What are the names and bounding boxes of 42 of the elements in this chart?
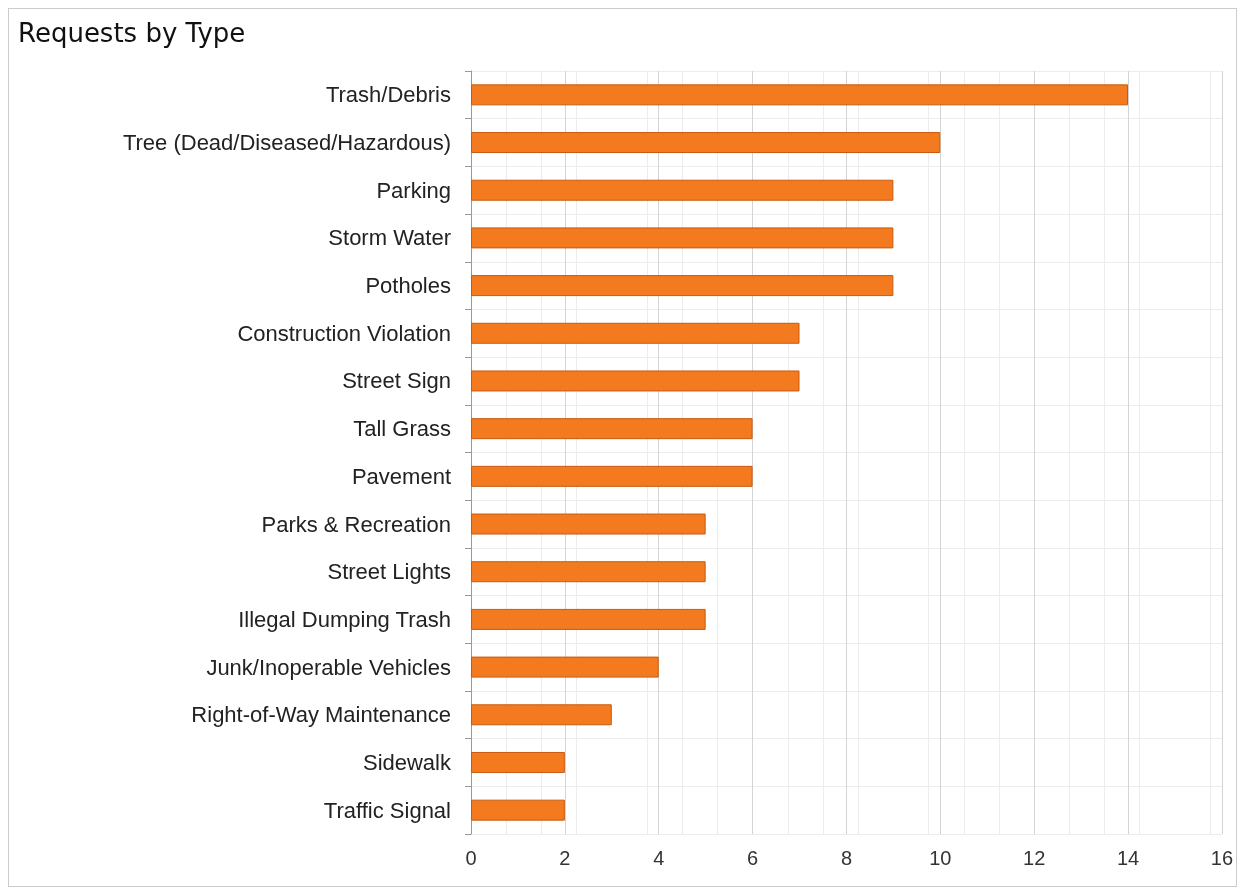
- y-tick-label: Illegal Dumping Trash: [238, 606, 451, 632]
- y-tick-label: Junk/Inoperable Vehicles: [206, 654, 451, 680]
- bar: [471, 322, 800, 344]
- x-tick-label: 8: [840, 847, 852, 869]
- y-tick-label: Storm Water: [328, 225, 451, 251]
- x-tick-label: 10: [929, 847, 952, 869]
- bar: [471, 656, 659, 678]
- bar: [471, 275, 894, 297]
- bar: [471, 179, 894, 201]
- x-tick-label: 12: [1023, 847, 1046, 869]
- bar: [471, 799, 565, 821]
- y-tick-label: Parks & Recreation: [261, 511, 451, 537]
- bar: [471, 608, 706, 630]
- x-tick-label: 16: [1210, 847, 1233, 869]
- text: Requests by Type: [18, 18, 246, 48]
- bar: [471, 751, 565, 773]
- bar: [471, 84, 1129, 106]
- bar: [471, 704, 612, 726]
- y-tick-label: Traffic Signal: [323, 797, 451, 823]
- bar: [471, 561, 706, 583]
- y-tick-label: Tall Grass: [353, 416, 451, 442]
- y-tick-label: Tree (Dead/Diseased/Hazardous): [122, 130, 451, 156]
- y-tick-label: Street Sign: [342, 368, 451, 394]
- y-tick-label: Street Lights: [327, 559, 451, 585]
- y-tick-label: Trash/Debris: [325, 82, 451, 108]
- x-tick-label: 0: [465, 847, 477, 869]
- bar: [471, 132, 941, 154]
- y-tick-label: Right-of-Way Maintenance: [191, 702, 451, 728]
- y-tick-label: Construction Violation: [237, 320, 451, 346]
- x-tick-label: 2: [559, 847, 571, 869]
- x-tick-label: 14: [1116, 847, 1140, 869]
- y-tick-label: Potholes: [365, 273, 451, 299]
- x-tick-label: 4: [653, 847, 665, 869]
- bar: [471, 418, 753, 440]
- bar: [471, 370, 800, 392]
- bar: [471, 513, 706, 535]
- y-tick-label: Parking: [376, 177, 451, 203]
- bar: [471, 465, 753, 487]
- bar: [471, 227, 894, 249]
- y-tick-label: Sidewalk: [362, 749, 452, 775]
- y-tick-label: Pavement: [351, 463, 451, 489]
- x-tick-label: 6: [747, 847, 759, 869]
